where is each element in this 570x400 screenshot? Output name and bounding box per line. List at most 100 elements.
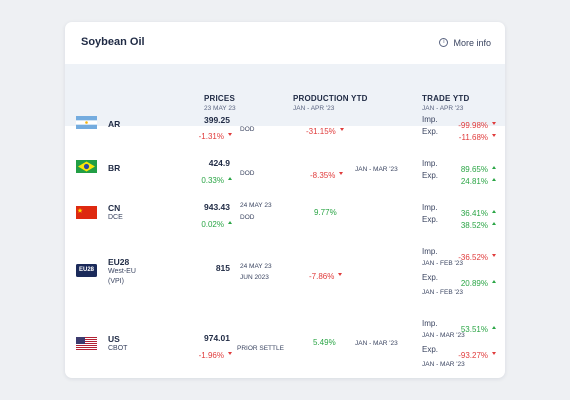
import-change: 89.65% <box>461 159 496 177</box>
import-label: Imp. <box>422 159 438 168</box>
down-arrow-icon <box>492 254 496 258</box>
down-arrow-icon <box>228 352 232 356</box>
card-title: Soybean Oil <box>81 36 145 48</box>
usa-flag-icon <box>76 337 97 350</box>
more-info-link[interactable]: i More info <box>439 36 491 49</box>
price-change-value: 0.02% <box>201 220 224 229</box>
brazil-flag-icon <box>76 160 97 173</box>
price-index-name: (VPI) <box>108 278 124 285</box>
import-value: -36.52% <box>458 253 488 262</box>
down-arrow-icon <box>492 352 496 356</box>
export-label: Exp. <box>422 273 439 282</box>
import-change: -99.98% <box>458 115 496 133</box>
exchange-name: DCE <box>108 214 123 221</box>
price-change: -1.31% <box>199 126 232 144</box>
country-code: US <box>108 334 120 344</box>
up-arrow-icon <box>492 210 496 214</box>
country-code: EU28 <box>108 257 130 267</box>
import-value: 53.51% <box>460 325 488 334</box>
up-arrow-icon <box>492 166 496 170</box>
import-label: Imp. <box>422 247 438 256</box>
price-change: 0.02% <box>201 214 232 232</box>
prices-header-date: 23 MAY 23 <box>204 105 236 112</box>
production-value: -31.15% <box>306 127 336 136</box>
export-value: 20.89% <box>460 279 488 288</box>
import-value: 36.41% <box>460 209 488 218</box>
production-value: 5.49% <box>313 338 336 347</box>
exchange-name: CBOT <box>108 345 128 352</box>
down-arrow-icon <box>492 134 496 138</box>
down-arrow-icon <box>492 122 496 126</box>
production-change: -7.86% <box>309 266 343 284</box>
prices-header-title: PRICES <box>204 94 235 103</box>
price-type: DOD <box>240 214 255 221</box>
production-value: -7.86% <box>309 272 335 281</box>
up-arrow-icon <box>228 177 232 181</box>
price-date: 24 MAY 23 <box>240 263 272 270</box>
price-type: PRIOR SETTLE <box>237 345 284 352</box>
up-arrow-icon <box>492 326 496 330</box>
country-code: AR <box>108 119 121 129</box>
price-change-value: -1.31% <box>198 132 224 141</box>
production-change: -31.15% <box>306 121 344 139</box>
export-value: 38.52% <box>460 221 488 230</box>
china-flag-icon <box>76 206 97 219</box>
more-info-label: More info <box>453 37 491 48</box>
price-change-value: -1.96% <box>198 351 224 360</box>
production-period: JAN - MAR '23 <box>355 166 398 173</box>
down-arrow-icon <box>339 172 344 176</box>
country-code: CN <box>108 203 121 213</box>
import-change: 36.41% <box>461 203 496 221</box>
export-value: 24.81% <box>460 177 488 186</box>
price-change-value: 0.33% <box>201 176 224 185</box>
export-label: Exp. <box>422 215 439 224</box>
export-period: JAN - MAR '23 <box>422 361 465 368</box>
import-label: Imp. <box>422 115 438 124</box>
price-change: 0.33% <box>201 170 232 188</box>
price-value: 399.25 <box>204 115 230 125</box>
export-label: Exp. <box>422 127 439 136</box>
down-arrow-icon <box>339 128 344 132</box>
argentina-flag-icon <box>76 116 97 129</box>
trade-header-title: TRADE YTD <box>422 94 470 103</box>
price-value: 943.43 <box>204 202 230 212</box>
info-icon: i <box>439 38 449 47</box>
down-arrow-icon <box>228 133 232 137</box>
production-value: -8.35% <box>310 171 336 180</box>
up-arrow-icon <box>492 222 496 226</box>
trade-header-period: JAN - APR '23 <box>422 105 464 112</box>
eu28-badge-icon: EU28 <box>76 264 97 277</box>
prices-column-header: PRICES 23 MAY 23 <box>204 94 236 112</box>
down-arrow-icon <box>338 273 343 277</box>
production-change: -8.35% <box>310 165 344 183</box>
import-value: 89.65% <box>460 165 488 174</box>
production-value: 9.77% <box>314 208 337 217</box>
price-value: 815 <box>215 263 230 273</box>
eu28-badge-label: EU28 <box>78 267 94 273</box>
price-type: DOD <box>240 126 255 133</box>
production-period: JAN - MAR '23 <box>355 340 398 347</box>
import-value: -99.98% <box>458 121 488 130</box>
soybean-oil-card: Soybean Oil i More info PRICES 23 MAY 23… <box>65 22 505 378</box>
production-column-header: PRODUCTION YTD JAN - APR '23 <box>293 94 368 112</box>
trade-column-header: TRADE YTD JAN - APR '23 <box>422 94 469 112</box>
country-code: BR <box>108 163 121 173</box>
export-change: 38.52% <box>461 215 496 233</box>
export-change: 20.89% <box>461 273 496 291</box>
export-period: JAN - FEB '23 <box>422 289 463 296</box>
production-header-period: JAN - APR '23 <box>293 105 335 112</box>
region-name: West-EU <box>108 268 136 275</box>
price-change: -1.96% <box>199 345 232 363</box>
up-arrow-icon <box>228 221 232 225</box>
card-header: Soybean Oil i More info <box>65 22 505 64</box>
price-date: 24 MAY 23 <box>240 202 272 209</box>
export-change: 24.81% <box>461 171 496 189</box>
export-value: -11.68% <box>458 133 488 142</box>
export-change: -93.27% <box>458 345 496 363</box>
export-change: -11.68% <box>459 127 496 145</box>
export-label: Exp. <box>422 345 439 354</box>
price-type: DOD <box>240 170 255 177</box>
import-label: Imp. <box>422 203 438 212</box>
import-period: JAN - FEB '23 <box>422 260 463 267</box>
production-header-title: PRODUCTION YTD <box>293 94 368 103</box>
